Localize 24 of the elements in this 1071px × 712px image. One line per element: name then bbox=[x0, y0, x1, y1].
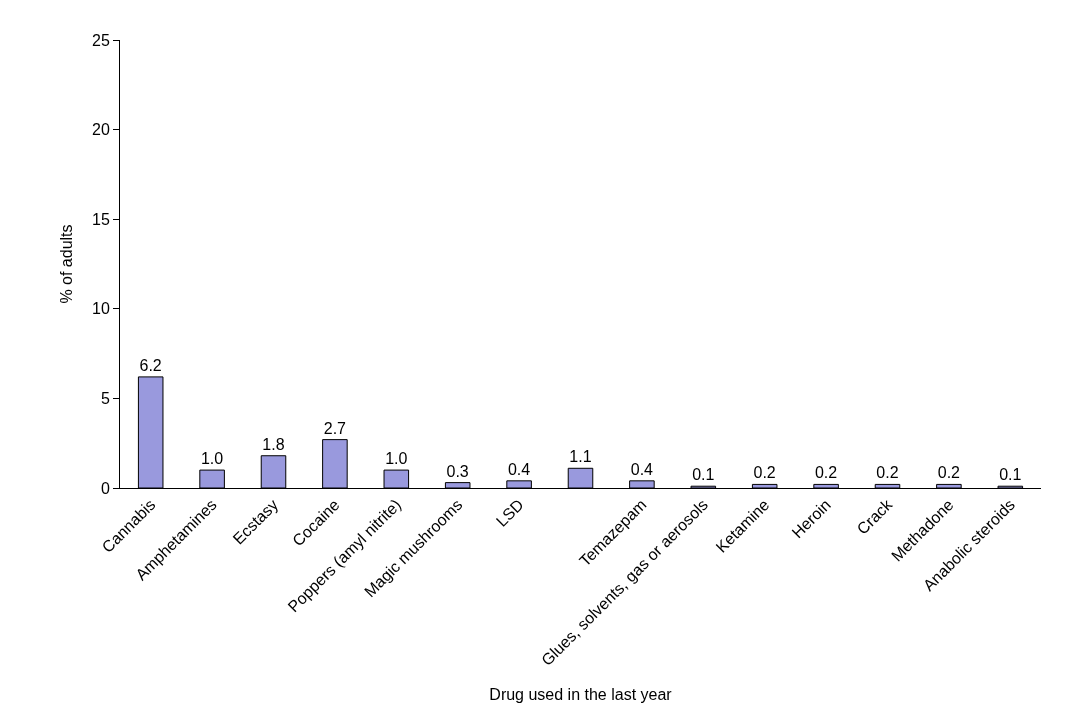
data-label: 1.1 bbox=[569, 448, 592, 466]
data-label: 0.4 bbox=[630, 460, 654, 478]
y-tick-label: 10 bbox=[92, 300, 110, 318]
data-label: 0.4 bbox=[507, 460, 531, 478]
data-label: 1.0 bbox=[200, 450, 224, 468]
y-tick-label: 0 bbox=[100, 479, 110, 497]
data-label: 0.1 bbox=[692, 466, 715, 484]
y-tick-label: 25 bbox=[92, 31, 110, 49]
data-label: 2.7 bbox=[323, 419, 347, 437]
data-label: 1.0 bbox=[385, 450, 408, 468]
data-label: 0.2 bbox=[753, 464, 776, 482]
data-label: 0.2 bbox=[876, 464, 899, 482]
y-tick-label: 20 bbox=[92, 121, 110, 139]
data-label: 0.3 bbox=[446, 462, 469, 480]
data-label: 0.2 bbox=[814, 464, 838, 482]
y-tick-label: 15 bbox=[92, 210, 110, 228]
data-label: 0.2 bbox=[937, 464, 961, 482]
y-axis-title: % of adults bbox=[57, 224, 75, 304]
data-label: 1.8 bbox=[262, 435, 285, 453]
x-tick-label: LSD bbox=[492, 495, 527, 530]
data-label: 0.1 bbox=[999, 466, 1022, 484]
x-axis-title: Drug used in the last year bbox=[489, 685, 673, 703]
y-tick-label: 5 bbox=[100, 390, 110, 407]
data-label: 6.2 bbox=[139, 356, 162, 374]
